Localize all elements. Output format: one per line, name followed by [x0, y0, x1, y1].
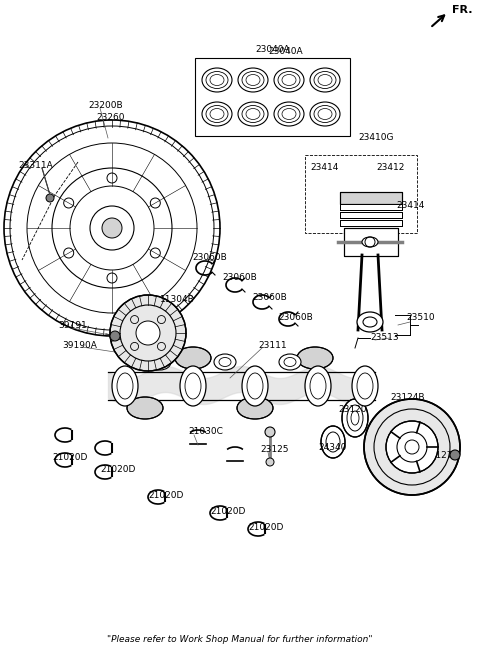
Text: 23414: 23414 — [396, 200, 424, 210]
Bar — [344, 228, 398, 256]
Circle shape — [450, 450, 460, 460]
Text: 23260: 23260 — [96, 114, 124, 122]
Bar — [340, 212, 402, 218]
Text: 23200B: 23200B — [88, 101, 122, 110]
Bar — [305, 155, 417, 233]
Bar — [340, 192, 402, 204]
Circle shape — [110, 295, 186, 371]
Text: 39190A: 39190A — [62, 340, 97, 350]
Ellipse shape — [297, 347, 333, 369]
Bar — [340, 204, 402, 210]
Bar — [340, 204, 402, 210]
Bar — [340, 212, 402, 218]
Ellipse shape — [352, 366, 378, 406]
Circle shape — [265, 427, 275, 437]
Bar — [195, 58, 350, 136]
Text: 23060B: 23060B — [222, 273, 257, 283]
Ellipse shape — [362, 237, 378, 247]
Text: 23513: 23513 — [370, 334, 398, 342]
Text: 21020D: 21020D — [248, 524, 283, 533]
Text: 21030C: 21030C — [188, 428, 223, 436]
Circle shape — [110, 331, 120, 341]
Text: 21020D: 21020D — [52, 453, 87, 463]
Text: 21020D: 21020D — [148, 491, 183, 499]
Bar — [340, 220, 402, 226]
Ellipse shape — [242, 366, 268, 406]
Ellipse shape — [175, 347, 211, 369]
Text: 23412: 23412 — [376, 164, 404, 173]
Text: 23414: 23414 — [310, 164, 338, 173]
Text: 23040A: 23040A — [255, 45, 290, 55]
Text: "Please refer to Work Shop Manual for further information": "Please refer to Work Shop Manual for fu… — [107, 635, 373, 645]
Text: 23060B: 23060B — [252, 294, 287, 302]
Text: 23124B: 23124B — [390, 394, 424, 403]
Circle shape — [136, 321, 160, 345]
Ellipse shape — [357, 312, 383, 332]
Ellipse shape — [112, 366, 138, 406]
Circle shape — [405, 440, 419, 454]
Circle shape — [46, 194, 54, 202]
Ellipse shape — [279, 354, 301, 370]
Circle shape — [386, 421, 438, 473]
Ellipse shape — [237, 397, 273, 419]
Bar — [340, 192, 402, 204]
Text: 23060B: 23060B — [192, 254, 227, 263]
Text: 23111: 23111 — [258, 340, 287, 350]
Circle shape — [364, 399, 460, 495]
Ellipse shape — [321, 426, 345, 458]
Text: 21020D: 21020D — [100, 466, 135, 474]
Ellipse shape — [342, 399, 368, 437]
Text: 23311A: 23311A — [18, 160, 53, 170]
Circle shape — [266, 458, 274, 466]
Text: 23060B: 23060B — [278, 313, 313, 323]
Text: 23040A: 23040A — [268, 47, 302, 57]
Text: 23410G: 23410G — [358, 133, 394, 143]
Text: 23120: 23120 — [338, 405, 367, 415]
Ellipse shape — [127, 397, 163, 419]
Ellipse shape — [149, 354, 171, 370]
Ellipse shape — [214, 354, 236, 370]
Text: FR.: FR. — [452, 5, 472, 15]
Bar — [344, 228, 398, 256]
Circle shape — [102, 218, 122, 238]
Ellipse shape — [305, 366, 331, 406]
Ellipse shape — [180, 366, 206, 406]
Text: 39191: 39191 — [58, 321, 87, 330]
Text: 23125: 23125 — [260, 445, 288, 455]
Text: 23127B: 23127B — [424, 451, 458, 459]
Text: 11304B: 11304B — [160, 296, 195, 304]
Bar — [340, 220, 402, 226]
Text: 24340: 24340 — [318, 443, 347, 453]
Text: 23510: 23510 — [406, 313, 434, 323]
Text: 21020D: 21020D — [210, 507, 245, 516]
